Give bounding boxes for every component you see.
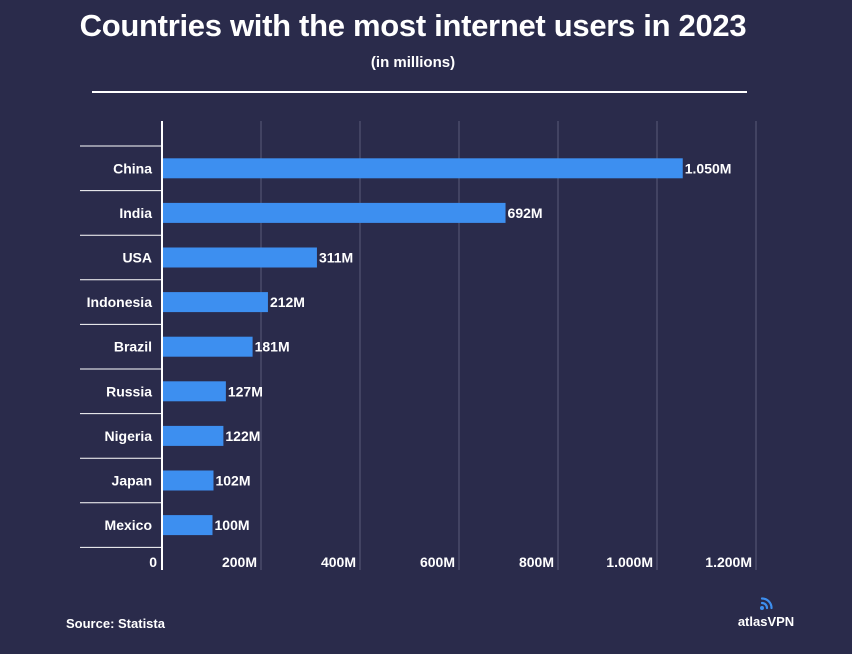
x-tick-label: 400M — [321, 554, 356, 570]
brand-name: atlasVPN — [737, 614, 795, 629]
bar — [163, 158, 683, 179]
category-label: Japan — [112, 473, 152, 489]
bar — [163, 336, 253, 357]
category-label: Indonesia — [87, 294, 153, 310]
category-label: China — [113, 160, 152, 176]
x-tick-label: 200M — [222, 554, 257, 570]
category-label: India — [119, 205, 152, 221]
category-label: Russia — [106, 383, 152, 399]
bar — [163, 247, 317, 268]
brand-logo: atlasVPN — [718, 595, 814, 631]
x-tick-label: 1.200M — [705, 554, 752, 570]
value-label: 181M — [255, 339, 290, 355]
value-label: 100M — [215, 517, 250, 533]
bar — [163, 425, 224, 446]
category-label: USA — [122, 250, 152, 266]
bar — [163, 292, 268, 313]
category-label: Mexico — [105, 517, 152, 533]
value-label: 311M — [319, 250, 353, 266]
bar — [163, 470, 214, 491]
value-label: 102M — [215, 473, 250, 489]
x-tick-label: 1.000M — [606, 554, 653, 570]
bar — [163, 202, 506, 223]
x-tick-label: 800M — [519, 554, 554, 570]
value-label: 122M — [225, 428, 260, 444]
value-label: 1.050M — [685, 160, 732, 176]
chart-subtitle: (in millions) — [370, 54, 456, 71]
x-tick-label: 600M — [420, 554, 455, 570]
category-label: Brazil — [114, 339, 152, 355]
bar — [163, 381, 226, 402]
value-label: 692M — [508, 205, 543, 221]
title-divider — [92, 91, 747, 93]
chart-title: Countries with the most internet users i… — [79, 8, 747, 43]
value-label: 212M — [270, 294, 305, 310]
x-tick-label: 0 — [149, 554, 157, 570]
bar-chart: China 1.050M India 692M USA 311M Indonesia 212M… — [80, 121, 757, 570]
source-note: Source: Statista — [66, 616, 165, 631]
value-label: 127M — [228, 383, 263, 399]
category-label: Nigeria — [105, 428, 153, 444]
signal-icon — [760, 597, 773, 610]
bar — [163, 515, 213, 536]
